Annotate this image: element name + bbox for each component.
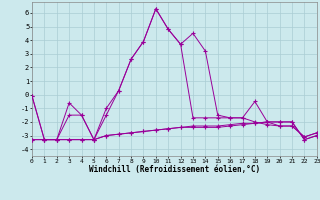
X-axis label: Windchill (Refroidissement éolien,°C): Windchill (Refroidissement éolien,°C) bbox=[89, 165, 260, 174]
